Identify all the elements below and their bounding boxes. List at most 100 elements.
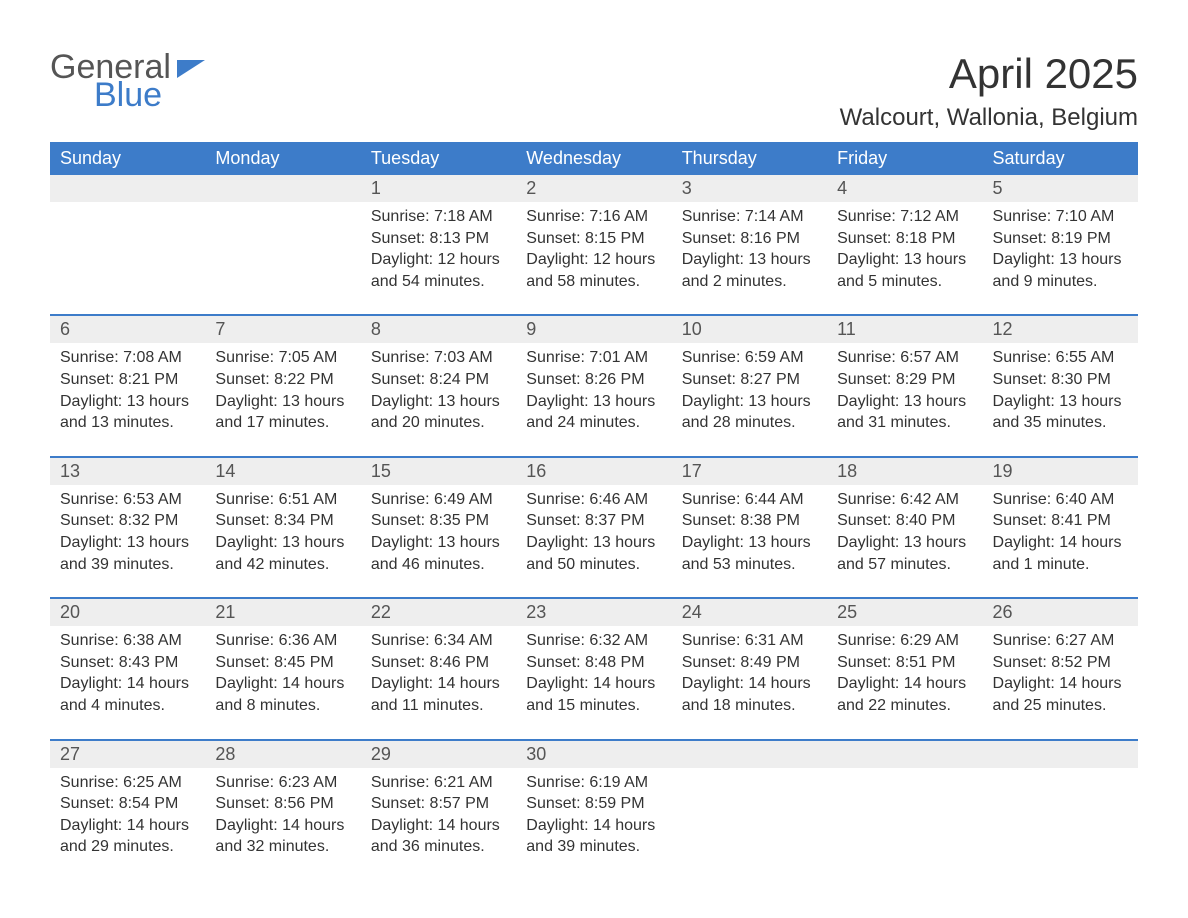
sunset-text: Sunset: 8:49 PM <box>682 652 817 674</box>
sunset-text: Sunset: 8:13 PM <box>371 228 506 250</box>
location: Walcourt, Wallonia, Belgium <box>840 104 1138 132</box>
sunset-text: Sunset: 8:46 PM <box>371 652 506 674</box>
calendar-day: 17Sunrise: 6:44 AMSunset: 8:38 PMDayligh… <box>672 458 827 579</box>
sunset-text: Sunset: 8:27 PM <box>682 369 817 391</box>
sunrise-text: Sunrise: 7:16 AM <box>526 206 661 228</box>
day-number: 5 <box>983 175 1138 202</box>
sunrise-text: Sunrise: 7:01 AM <box>526 347 661 369</box>
calendar-day-empty <box>983 741 1138 862</box>
sunrise-text: Sunrise: 6:51 AM <box>215 489 350 511</box>
sunset-text: Sunset: 8:41 PM <box>993 510 1128 532</box>
daylight-text-2: and 25 minutes. <box>993 695 1128 717</box>
daylight-text-2: and 53 minutes. <box>682 554 817 576</box>
daylight-text-1: Daylight: 14 hours <box>371 815 506 837</box>
calendar-day: 26Sunrise: 6:27 AMSunset: 8:52 PMDayligh… <box>983 599 1138 720</box>
day-content: Sunrise: 6:19 AMSunset: 8:59 PMDaylight:… <box>516 768 671 862</box>
daylight-text-2: and 31 minutes. <box>837 412 972 434</box>
calendar-day: 30Sunrise: 6:19 AMSunset: 8:59 PMDayligh… <box>516 741 671 862</box>
calendar-day: 28Sunrise: 6:23 AMSunset: 8:56 PMDayligh… <box>205 741 360 862</box>
daylight-text-1: Daylight: 13 hours <box>371 391 506 413</box>
day-content: Sunrise: 6:29 AMSunset: 8:51 PMDaylight:… <box>827 626 982 720</box>
calendar-day: 24Sunrise: 6:31 AMSunset: 8:49 PMDayligh… <box>672 599 827 720</box>
day-content: Sunrise: 6:57 AMSunset: 8:29 PMDaylight:… <box>827 343 982 437</box>
calendar-day: 13Sunrise: 6:53 AMSunset: 8:32 PMDayligh… <box>50 458 205 579</box>
sunset-text: Sunset: 8:56 PM <box>215 793 350 815</box>
daylight-text-2: and 29 minutes. <box>60 836 195 858</box>
sunrise-text: Sunrise: 6:19 AM <box>526 772 661 794</box>
day-content: Sunrise: 6:49 AMSunset: 8:35 PMDaylight:… <box>361 485 516 579</box>
sunrise-text: Sunrise: 6:40 AM <box>993 489 1128 511</box>
sunrise-text: Sunrise: 6:46 AM <box>526 489 661 511</box>
calendar-week: 6Sunrise: 7:08 AMSunset: 8:21 PMDaylight… <box>50 314 1138 437</box>
sunset-text: Sunset: 8:45 PM <box>215 652 350 674</box>
sunset-text: Sunset: 8:24 PM <box>371 369 506 391</box>
daylight-text-2: and 24 minutes. <box>526 412 661 434</box>
daylight-text-1: Daylight: 14 hours <box>526 673 661 695</box>
day-number: 19 <box>983 458 1138 485</box>
sunset-text: Sunset: 8:38 PM <box>682 510 817 532</box>
sunset-text: Sunset: 8:22 PM <box>215 369 350 391</box>
day-number: 27 <box>50 741 205 768</box>
day-content: Sunrise: 6:25 AMSunset: 8:54 PMDaylight:… <box>50 768 205 862</box>
daylight-text-1: Daylight: 13 hours <box>215 391 350 413</box>
day-number: 23 <box>516 599 671 626</box>
day-content: Sunrise: 6:55 AMSunset: 8:30 PMDaylight:… <box>983 343 1138 437</box>
daylight-text-2: and 11 minutes. <box>371 695 506 717</box>
sunset-text: Sunset: 8:21 PM <box>60 369 195 391</box>
calendar-day: 25Sunrise: 6:29 AMSunset: 8:51 PMDayligh… <box>827 599 982 720</box>
calendar-day: 21Sunrise: 6:36 AMSunset: 8:45 PMDayligh… <box>205 599 360 720</box>
day-number: 3 <box>672 175 827 202</box>
calendar-day: 14Sunrise: 6:51 AMSunset: 8:34 PMDayligh… <box>205 458 360 579</box>
day-number: 24 <box>672 599 827 626</box>
day-content: Sunrise: 7:03 AMSunset: 8:24 PMDaylight:… <box>361 343 516 437</box>
sunset-text: Sunset: 8:57 PM <box>371 793 506 815</box>
day-content: Sunrise: 6:36 AMSunset: 8:45 PMDaylight:… <box>205 626 360 720</box>
day-number: 30 <box>516 741 671 768</box>
day-content: Sunrise: 6:46 AMSunset: 8:37 PMDaylight:… <box>516 485 671 579</box>
day-content: Sunrise: 6:34 AMSunset: 8:46 PMDaylight:… <box>361 626 516 720</box>
daylight-text-2: and 13 minutes. <box>60 412 195 434</box>
header: General Blue April 2025 Walcourt, Wallon… <box>50 50 1138 132</box>
day-number: 18 <box>827 458 982 485</box>
day-number <box>205 175 360 202</box>
sunset-text: Sunset: 8:37 PM <box>526 510 661 532</box>
daylight-text-1: Daylight: 13 hours <box>993 391 1128 413</box>
calendar-day: 2Sunrise: 7:16 AMSunset: 8:15 PMDaylight… <box>516 175 671 296</box>
day-number <box>50 175 205 202</box>
sunrise-text: Sunrise: 7:14 AM <box>682 206 817 228</box>
day-number: 28 <box>205 741 360 768</box>
day-content: Sunrise: 6:23 AMSunset: 8:56 PMDaylight:… <box>205 768 360 862</box>
day-number: 10 <box>672 316 827 343</box>
calendar-day-empty <box>50 175 205 296</box>
daylight-text-2: and 35 minutes. <box>993 412 1128 434</box>
logo-flag-icon <box>177 60 205 78</box>
day-content: Sunrise: 7:18 AMSunset: 8:13 PMDaylight:… <box>361 202 516 296</box>
weekday-header: Wednesday <box>516 142 671 175</box>
day-content: Sunrise: 7:08 AMSunset: 8:21 PMDaylight:… <box>50 343 205 437</box>
logo: General Blue <box>50 50 205 112</box>
sunrise-text: Sunrise: 6:29 AM <box>837 630 972 652</box>
calendar-day: 11Sunrise: 6:57 AMSunset: 8:29 PMDayligh… <box>827 316 982 437</box>
calendar-day: 20Sunrise: 6:38 AMSunset: 8:43 PMDayligh… <box>50 599 205 720</box>
day-content: Sunrise: 6:32 AMSunset: 8:48 PMDaylight:… <box>516 626 671 720</box>
weekday-header: Friday <box>827 142 982 175</box>
calendar-day: 18Sunrise: 6:42 AMSunset: 8:40 PMDayligh… <box>827 458 982 579</box>
weekday-header-row: SundayMondayTuesdayWednesdayThursdayFrid… <box>50 142 1138 175</box>
sunrise-text: Sunrise: 7:18 AM <box>371 206 506 228</box>
daylight-text-2: and 39 minutes. <box>526 836 661 858</box>
day-number: 16 <box>516 458 671 485</box>
day-content: Sunrise: 6:27 AMSunset: 8:52 PMDaylight:… <box>983 626 1138 720</box>
calendar-week: 20Sunrise: 6:38 AMSunset: 8:43 PMDayligh… <box>50 597 1138 720</box>
day-number: 26 <box>983 599 1138 626</box>
daylight-text-1: Daylight: 14 hours <box>371 673 506 695</box>
sunrise-text: Sunrise: 6:44 AM <box>682 489 817 511</box>
daylight-text-1: Daylight: 13 hours <box>837 249 972 271</box>
daylight-text-1: Daylight: 13 hours <box>60 391 195 413</box>
sunrise-text: Sunrise: 6:32 AM <box>526 630 661 652</box>
day-content: Sunrise: 6:42 AMSunset: 8:40 PMDaylight:… <box>827 485 982 579</box>
daylight-text-1: Daylight: 13 hours <box>526 391 661 413</box>
daylight-text-2: and 22 minutes. <box>837 695 972 717</box>
sunset-text: Sunset: 8:48 PM <box>526 652 661 674</box>
sunrise-text: Sunrise: 7:03 AM <box>371 347 506 369</box>
calendar-day: 29Sunrise: 6:21 AMSunset: 8:57 PMDayligh… <box>361 741 516 862</box>
